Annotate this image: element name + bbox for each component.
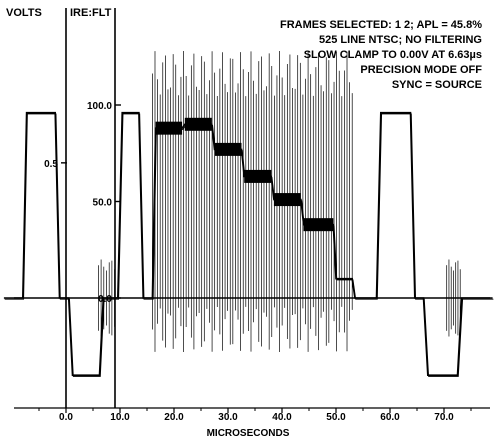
- x-tick-label: 20.0: [164, 412, 184, 423]
- x-axis-label: MICROSECONDS: [207, 428, 290, 439]
- step-core: [303, 218, 334, 232]
- ire-tick-label: 100.0: [87, 101, 112, 112]
- header-line-frames: FRAMES SELECTED: 1 2; APL = 45.8%: [280, 19, 482, 31]
- x-tick-label: 70.0: [434, 412, 454, 423]
- x-tick-label: 40.0: [272, 412, 292, 423]
- header-line-clamp: SLOW CLAMP TO 0.00V AT 6.63µs: [304, 49, 482, 61]
- step-core: [244, 169, 272, 183]
- header-line-sync: SYNC = SOURCE: [392, 79, 482, 91]
- step-core: [214, 142, 242, 156]
- x-tick-label: 60.0: [380, 412, 400, 423]
- volt-tick-label: 0.5: [44, 159, 58, 170]
- x-tick-label: 10.0: [110, 412, 130, 423]
- x-tick-label: 30.0: [218, 412, 238, 423]
- right-axis-label: IRE:FLT: [70, 7, 112, 19]
- x-tick-label: 50.0: [326, 412, 346, 423]
- ticks: 0.0 10.0 20.0 30.0 40.0 50.0 60.0 70.0 100.0 50.0…: [38, 101, 472, 423]
- left-axis-label: VOLTS: [6, 7, 42, 19]
- header-line-standard: 525 LINE NTSC; NO FILTERING: [319, 34, 482, 46]
- x-tick-label: 0.0: [59, 412, 73, 423]
- header-line-precision: PRECISION MODE OFF: [360, 64, 482, 76]
- step-core: [155, 121, 183, 135]
- ire-tick-label: 50.0: [93, 198, 113, 209]
- traces: [3, 111, 494, 377]
- step-core: [184, 117, 212, 131]
- step-core: [273, 193, 301, 207]
- waveform-trace: [4, 113, 494, 377]
- chart-header: FRAMES SELECTED: 1 2; APL = 45.8% 525 LI…: [280, 19, 482, 91]
- waveform-trace: [3, 111, 493, 376]
